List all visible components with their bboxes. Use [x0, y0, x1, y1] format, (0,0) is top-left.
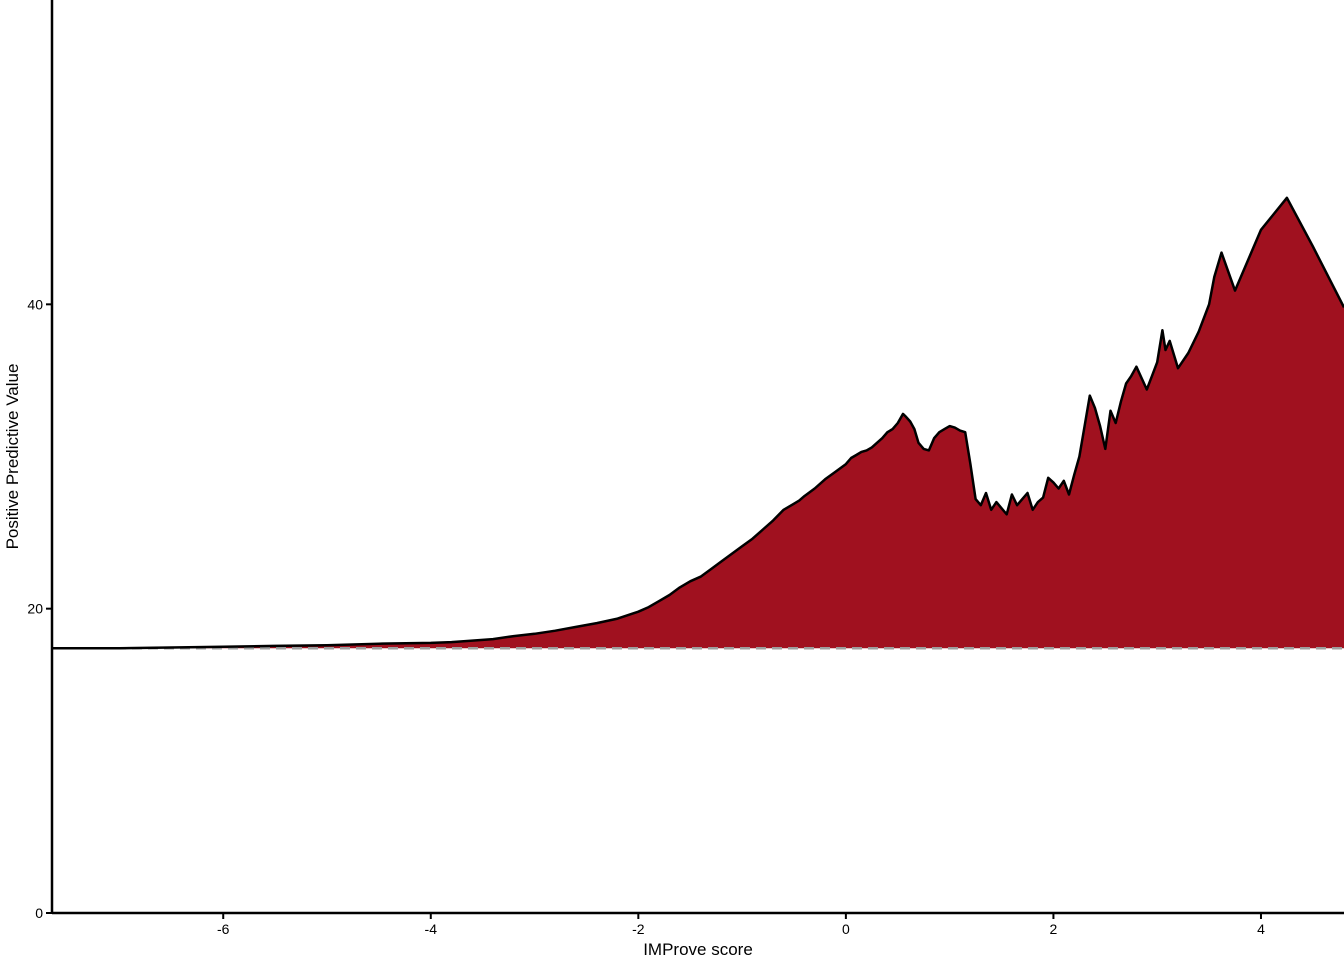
- y-tick-label: 20: [27, 601, 43, 617]
- x-axis: -6 -4 -2 0 2 4: [52, 911, 1344, 937]
- x-tick-label: -6: [217, 921, 230, 937]
- ppv-line: [52, 196, 1344, 650]
- y-axis-title: Positive Predictive Value: [3, 364, 22, 550]
- y-tick-label: 40: [27, 296, 43, 312]
- x-tick-label: 2: [1050, 921, 1058, 937]
- x-tick-label: -4: [425, 921, 438, 937]
- y-tick-label: 0: [35, 905, 43, 921]
- x-axis-title: IMProve score: [643, 940, 753, 959]
- x-tick-label: -2: [632, 921, 645, 937]
- y-axis: 0 20 40: [27, 0, 54, 921]
- x-tick-label: 0: [842, 921, 850, 937]
- plot-area: [52, 196, 1344, 650]
- ppv-area-fill: [52, 197, 1344, 649]
- x-tick-label: 4: [1257, 921, 1265, 937]
